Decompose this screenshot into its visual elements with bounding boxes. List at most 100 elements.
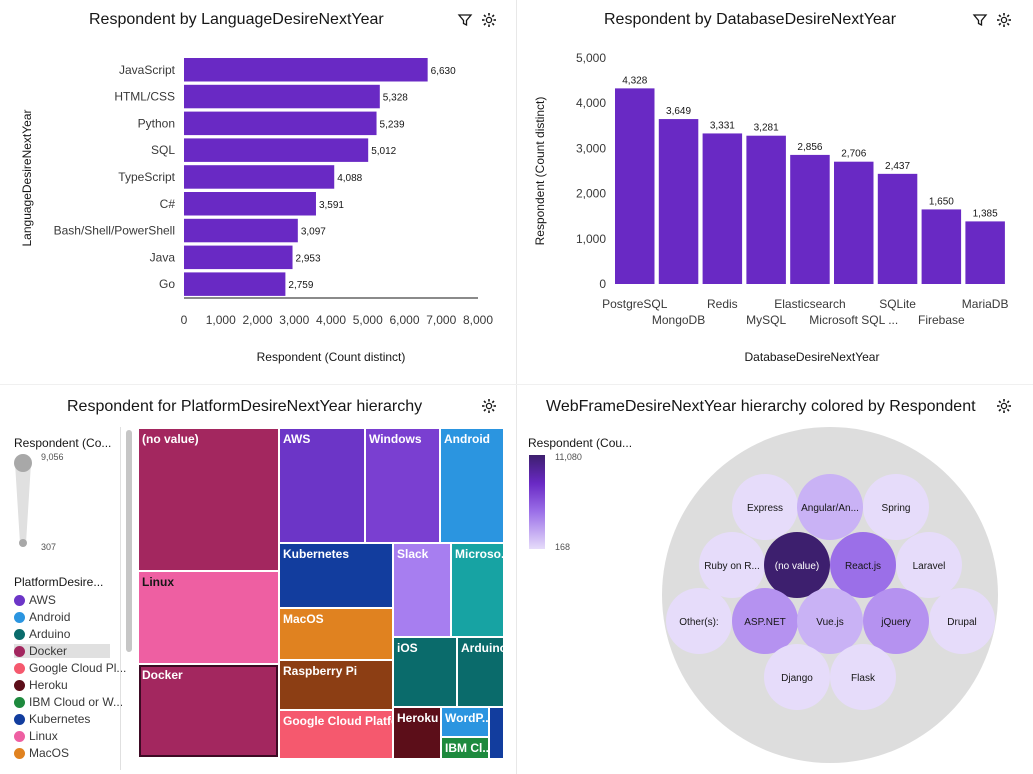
legend-swatch	[14, 696, 25, 708]
bubble[interactable]	[666, 588, 732, 654]
bubble[interactable]	[929, 588, 995, 654]
treemap-tile[interactable]: Linux	[138, 571, 279, 664]
bar[interactable]	[184, 111, 377, 136]
bar[interactable]	[746, 135, 786, 284]
settings-icon[interactable]	[995, 397, 1013, 415]
legend-item[interactable]: Arduino	[14, 627, 70, 641]
language-bar-chart: 0 1,000 2,000 3,000 4,000 5,000 6,000 7,000 8,00…	[20, 58, 493, 364]
bar[interactable]	[184, 165, 335, 189]
bar[interactable]	[184, 84, 380, 109]
bar-value-label: 1,650	[929, 196, 954, 207]
bar[interactable]	[184, 58, 428, 82]
bar-value-label: 5,012	[371, 146, 396, 157]
legend-item[interactable]: Linux	[14, 729, 58, 743]
legend-item[interactable]: Docker	[14, 644, 110, 658]
bubble[interactable]	[797, 588, 863, 654]
treemap-tile-label: (no value)	[142, 432, 199, 446]
legend-label: Arduino	[29, 627, 71, 641]
legend-item[interactable]: MacOS	[14, 746, 69, 760]
bubble[interactable]	[764, 644, 830, 710]
treemap-tile[interactable]: MacOS	[279, 608, 393, 660]
treemap-tile[interactable]: AWS	[279, 428, 365, 543]
legend-scrollbar[interactable]	[126, 430, 132, 652]
legend-divider	[120, 427, 121, 770]
language-chart-panel: Respondent by LanguageDesireNextYear 0 1,…	[0, 0, 516, 384]
bubble[interactable]	[764, 532, 830, 598]
bubble[interactable]	[699, 532, 765, 598]
panel-divider-horizontal	[0, 384, 1033, 385]
legend-item[interactable]: Google Cloud Pl...	[14, 661, 126, 675]
platform-treemap: (no value) Linux Docker AWS Windows Android Ku…	[138, 428, 504, 760]
y-category-label: Bash/Shell/PowerShell	[54, 224, 175, 238]
treemap-tile[interactable]: Slack	[393, 543, 451, 637]
bar[interactable]	[702, 133, 743, 284]
filter-icon[interactable]	[456, 11, 474, 29]
treemap-tile[interactable]: WordP...	[441, 707, 489, 737]
bubble[interactable]	[863, 474, 929, 540]
bar-value-label: 2,856	[797, 142, 822, 153]
bubble[interactable]	[896, 532, 962, 598]
bar[interactable]	[615, 88, 655, 285]
legend-item[interactable]: Heroku	[14, 678, 68, 692]
bubble-label: Drupal	[947, 617, 976, 628]
legend-label: Android	[29, 610, 71, 624]
treemap-tile[interactable]: Microso...	[451, 543, 504, 637]
treemap-tile-label: Raspberry Pi	[283, 664, 358, 678]
legend-swatch	[14, 594, 25, 606]
treemap-tile-label: Microso...	[455, 547, 503, 561]
legend-item[interactable]: IBM Cloud or W...	[14, 695, 123, 709]
legend-label: MacOS	[29, 746, 70, 760]
bar-value-label: 4,088	[337, 173, 362, 184]
bubble[interactable]	[797, 474, 863, 540]
bar[interactable]	[658, 119, 699, 284]
treemap-tile-label: Linux	[142, 575, 174, 589]
treemap-tile[interactable]: iOS	[393, 637, 457, 707]
treemap-tile[interactable]: Heroku	[393, 707, 441, 759]
bubble[interactable]	[732, 474, 798, 540]
treemap-tile-label: Heroku	[397, 711, 439, 725]
bar[interactable]	[921, 209, 962, 284]
legend-item[interactable]: AWS	[14, 593, 56, 607]
bubble[interactable]	[830, 532, 896, 598]
bar-value-label: 5,239	[380, 119, 405, 130]
treemap-tile-label: Android	[444, 432, 490, 446]
filter-icon[interactable]	[971, 11, 989, 29]
legend-item[interactable]: Android	[14, 610, 70, 624]
bubble[interactable]	[830, 644, 896, 710]
treemap-tile[interactable]: Kubernetes	[279, 543, 393, 608]
bar[interactable]	[184, 272, 286, 296]
treemap-tile[interactable]: (no value)	[138, 428, 279, 571]
treemap-tile[interactable]: IBM Cl...	[441, 737, 489, 759]
legend-swatch	[14, 747, 25, 759]
settings-icon[interactable]	[995, 11, 1013, 29]
bar[interactable]	[834, 161, 874, 284]
treemap-tile[interactable]	[489, 707, 504, 759]
bubble[interactable]	[732, 588, 798, 654]
webframe-bubble-title: WebFrameDesireNextYear hierarchy colored…	[546, 398, 976, 415]
settings-icon[interactable]	[480, 397, 498, 415]
legend-label: Docker	[29, 644, 68, 658]
legend-item[interactable]: Kubernetes	[14, 712, 90, 726]
bar[interactable]	[877, 173, 918, 284]
treemap-tile[interactable]: Windows	[365, 428, 440, 543]
settings-icon[interactable]	[480, 11, 498, 29]
legend-swatch	[14, 662, 25, 674]
color-scale-legend-title: Respondent (Cou...	[528, 436, 633, 450]
database-chart-panel: Respondent by DatabaseDesireNextYear 0 1,…	[517, 0, 1033, 384]
bar[interactable]	[184, 192, 316, 216]
x-axis-title: DatabaseDesireNextYear	[745, 350, 880, 364]
bar[interactable]	[184, 138, 369, 162]
treemap-tile[interactable]: Docker	[138, 664, 279, 758]
bubble-label: Express	[747, 503, 783, 514]
bar[interactable]	[184, 218, 298, 243]
bar[interactable]	[965, 221, 1005, 284]
treemap-tile[interactable]: Android	[440, 428, 504, 543]
treemap-tile[interactable]: Google Cloud Platfo...	[279, 710, 393, 759]
bar-value-label: 1,385	[973, 208, 998, 219]
treemap-tile[interactable]: Arduino	[457, 637, 504, 707]
bar[interactable]	[790, 154, 830, 284]
y-category-label: Go	[159, 277, 175, 291]
bubble[interactable]	[863, 588, 929, 654]
treemap-tile[interactable]: Raspberry Pi	[279, 660, 393, 710]
bar[interactable]	[184, 245, 293, 270]
